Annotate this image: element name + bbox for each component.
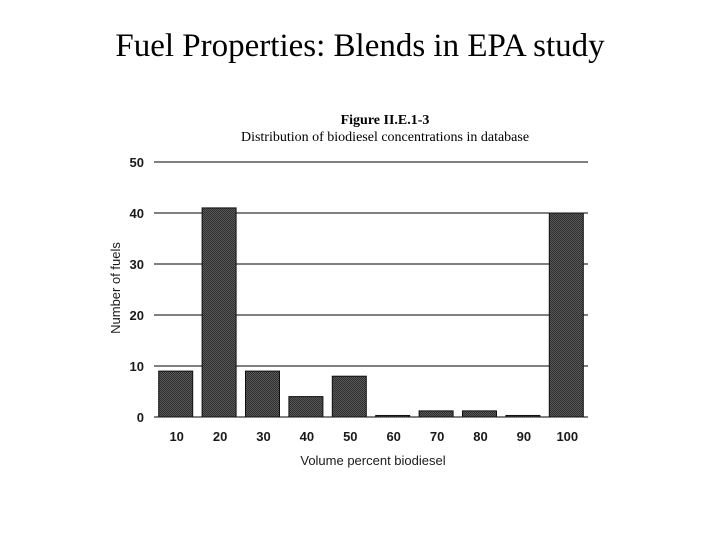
slide-title: Fuel Properties: Blends in EPA study — [115, 28, 605, 64]
chart-title: Distribution of biodiesel concentrations… — [241, 130, 529, 145]
x-tick-label: 50 — [343, 429, 357, 444]
x-tick-label: 20 — [213, 429, 227, 444]
x-tick-label: 60 — [386, 429, 400, 444]
y-tick-label: 40 — [130, 206, 144, 221]
y-tick-label: 50 — [130, 155, 144, 170]
y-tick-label: 0 — [137, 410, 144, 425]
y-tick-label: 20 — [130, 308, 144, 323]
bar-90 — [505, 414, 541, 418]
x-tick-label: 100 — [556, 429, 578, 444]
bar-30 — [245, 370, 280, 418]
x-tick-label: 80 — [473, 429, 487, 444]
x-tick-label: 10 — [169, 429, 183, 444]
x-tick-label: 90 — [517, 429, 531, 444]
x-axis-ticks: 10 20 30 40 50 60 70 80 90 100 — [169, 429, 578, 444]
bar-50 — [331, 375, 367, 418]
bar-20 — [201, 207, 237, 418]
bar-70 — [418, 410, 454, 418]
bar-60 — [375, 414, 411, 418]
figure-label: Figure II.E.1-3 — [341, 113, 430, 128]
y-tick-label: 10 — [130, 359, 144, 374]
bar-80 — [462, 410, 497, 418]
y-axis-ticks: 0 10 20 30 40 50 — [130, 155, 144, 425]
bar-100 — [548, 212, 584, 418]
y-tick-label: 30 — [130, 257, 144, 272]
x-tick-label: 70 — [430, 429, 444, 444]
y-axis-title: Number of fuels — [108, 242, 123, 334]
x-tick-label: 30 — [256, 429, 270, 444]
bar-10 — [158, 370, 194, 418]
x-axis-title: Volume percent biodiesel — [300, 453, 445, 468]
bar-40 — [288, 396, 324, 418]
x-tick-label: 40 — [300, 429, 314, 444]
bars — [158, 207, 584, 418]
